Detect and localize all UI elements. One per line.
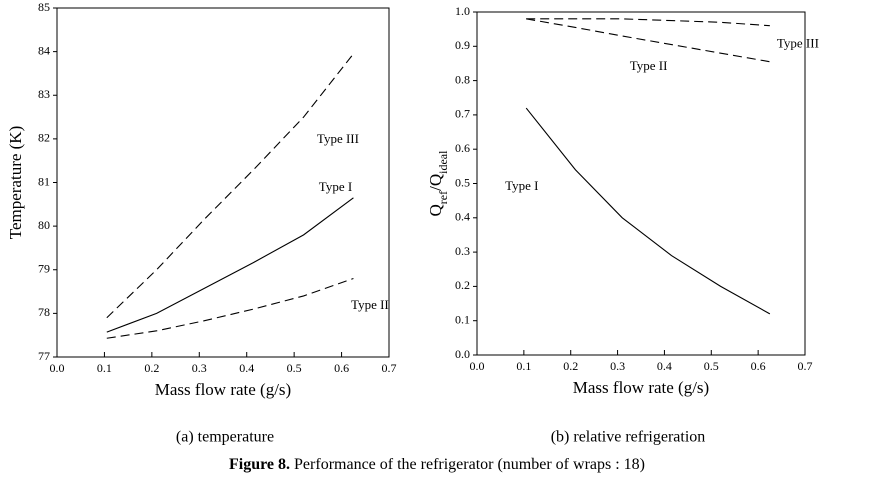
x-tick-label: 0.3: [610, 359, 625, 373]
x-tick-label: 0.3: [192, 361, 207, 375]
series-line: [106, 53, 354, 319]
x-tick-label: 0.0: [470, 359, 485, 373]
x-tick-label: 0.2: [144, 361, 159, 375]
x-tick-label: 0.6: [334, 361, 349, 375]
y-axis-label-part: Temperature (K): [6, 126, 25, 240]
figure-text: Performance of the refrigerator (number …: [294, 456, 645, 473]
annotation: Type III: [777, 36, 819, 51]
y-tick-label: 0.5: [455, 175, 470, 189]
annotation: Type I: [505, 178, 538, 193]
y-tick-label: 0.7: [455, 107, 470, 121]
subplot-caption: (b) relative refrigeration: [551, 429, 706, 446]
y-axis-label-part: ideal: [436, 150, 450, 174]
annotation: Type II: [351, 297, 389, 312]
x-tick-label: 0.4: [239, 361, 254, 375]
y-tick-label: 0.4: [455, 210, 470, 224]
y-tick-label: 82: [38, 131, 50, 145]
x-tick-label: 0.7: [798, 359, 813, 373]
figure-label: Figure 8.: [229, 456, 290, 473]
y-tick-label: 1.0: [455, 4, 470, 18]
y-tick-label: 0.9: [455, 38, 470, 52]
y-tick-label: 80: [38, 218, 50, 232]
x-tick-label: 0.1: [97, 361, 112, 375]
y-tick-label: 0.6: [455, 141, 470, 155]
x-tick-label: 0.2: [563, 359, 578, 373]
y-tick-label: 77: [38, 349, 50, 363]
y-axis-label-part: /Q: [426, 174, 445, 191]
x-axis-label: Mass flow rate (g/s): [573, 378, 709, 397]
x-tick-label: 0.6: [751, 359, 766, 373]
x-tick-label: 0.1: [516, 359, 531, 373]
x-axis-label: Mass flow rate (g/s): [155, 380, 291, 399]
y-tick-label: 0.0: [455, 347, 470, 361]
y-axis-label-part: ref: [436, 191, 450, 204]
x-tick-label: 0.5: [287, 361, 302, 375]
series-line: [526, 18, 770, 63]
y-tick-label: 0.2: [455, 278, 470, 292]
y-tick-label: 78: [38, 305, 50, 319]
subplot-caption: (a) temperature: [176, 429, 274, 446]
y-tick-label: 79: [38, 262, 50, 276]
y-tick-label: 0.3: [455, 244, 470, 258]
y-axis-label: Temperature (K): [6, 126, 25, 240]
y-tick-label: 83: [38, 87, 50, 101]
x-tick-label: 0.0: [50, 361, 65, 375]
series-line: [106, 197, 354, 333]
y-tick-label: 84: [38, 43, 50, 57]
figure-caption: Figure 8. Performance of the refrigerator…: [229, 456, 645, 473]
y-tick-label: 0.8: [455, 72, 470, 86]
y-tick-label: 0.1: [455, 312, 470, 326]
y-tick-label: 85: [38, 0, 50, 14]
x-tick-label: 0.7: [382, 361, 397, 375]
x-tick-label: 0.5: [704, 359, 719, 373]
series-line: [525, 107, 771, 315]
series-line: [526, 18, 770, 27]
y-axis-label-part: Q: [426, 204, 445, 216]
annotation: Type I: [319, 179, 352, 194]
y-tick-label: 81: [38, 174, 50, 188]
annotation: Type III: [317, 131, 359, 146]
y-axis-label: Qref/Qideal: [426, 150, 450, 217]
annotation: Type II: [630, 58, 668, 73]
series-line: [106, 277, 354, 339]
x-tick-label: 0.4: [657, 359, 672, 373]
